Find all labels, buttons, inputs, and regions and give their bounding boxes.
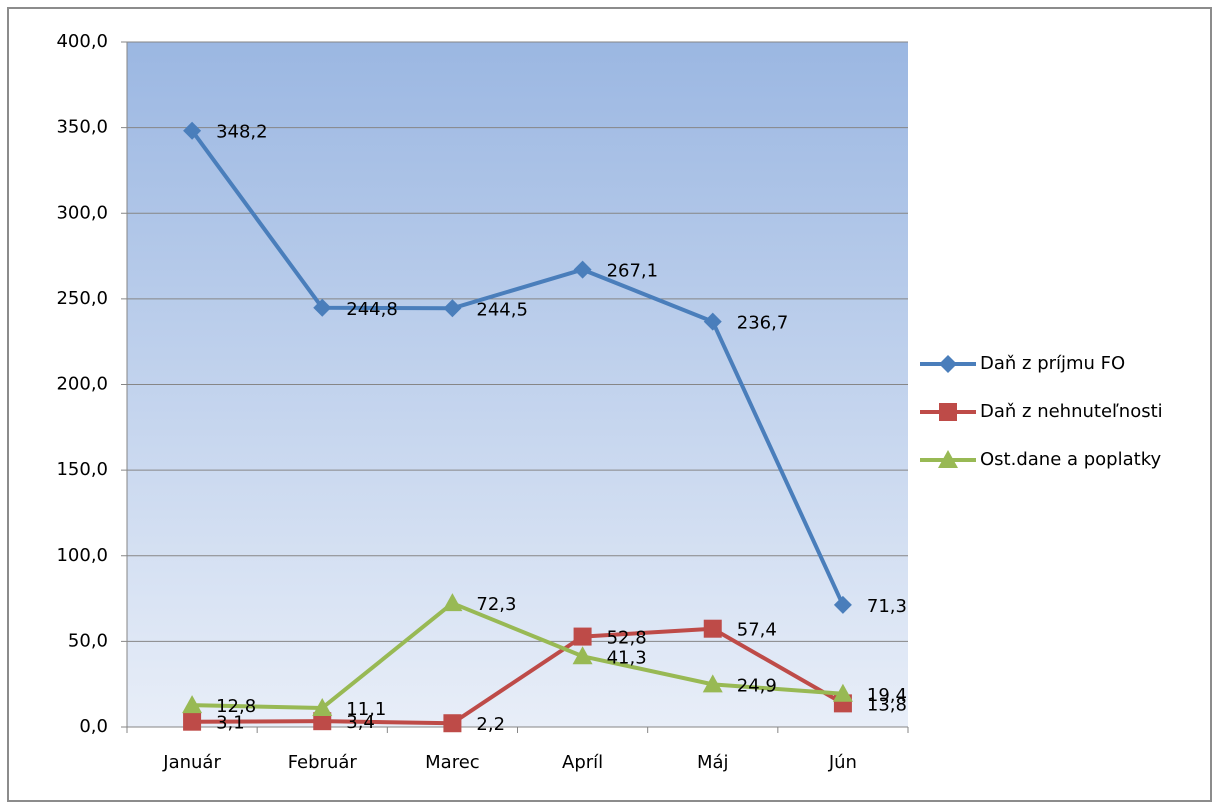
data-label: 71,3 <box>867 596 907 617</box>
point <box>442 593 463 612</box>
x-tick-label: Jún <box>828 752 857 773</box>
point <box>312 697 333 716</box>
point <box>702 674 723 693</box>
y-tick-label: 350,0 <box>56 117 108 138</box>
y-tick-label: 150,0 <box>56 459 108 480</box>
y-tick-label: 250,0 <box>56 288 108 309</box>
point <box>183 121 202 140</box>
y-tick-label: 400,0 <box>56 31 108 52</box>
point <box>443 299 462 318</box>
x-tick-label: Február <box>288 752 358 773</box>
point <box>182 695 203 714</box>
data-label: 236,7 <box>737 313 789 334</box>
legend-label: Daň z nehnuteľnosti <box>980 401 1163 422</box>
data-label: 12,8 <box>216 696 256 717</box>
x-tick-label: Apríl <box>562 752 603 773</box>
point <box>443 714 462 733</box>
data-label: 267,1 <box>607 261 659 282</box>
legend-label: Ost.dane a poplatky <box>980 449 1161 470</box>
data-label: 24,9 <box>737 675 777 696</box>
x-tick-label: Január <box>162 752 221 773</box>
point <box>573 260 592 279</box>
data-label: 244,5 <box>476 299 528 320</box>
y-tick-label: 0,0 <box>79 716 108 737</box>
data-label: 244,8 <box>346 299 398 320</box>
data-label: 3,1 <box>216 713 245 734</box>
data-label: 11,1 <box>346 699 386 720</box>
point <box>833 595 852 614</box>
point <box>939 355 957 373</box>
data-label: 72,3 <box>476 594 516 615</box>
point <box>573 627 592 646</box>
legend-label: Daň z príjmu FO <box>980 353 1125 374</box>
data-label: 57,4 <box>737 620 777 641</box>
x-tick-label: Máj <box>697 752 729 773</box>
point <box>832 683 853 702</box>
point <box>938 450 958 468</box>
data-label: 41,3 <box>607 647 647 668</box>
point <box>183 712 202 731</box>
data-label: 19,4 <box>867 685 907 706</box>
data-label: 13,8 <box>867 694 907 715</box>
point <box>313 298 332 317</box>
y-tick-label: 100,0 <box>56 545 108 566</box>
y-tick-label: 300,0 <box>56 202 108 223</box>
data-label: 3,4 <box>346 712 375 733</box>
data-label: 52,8 <box>607 628 647 649</box>
series-line <box>190 129 845 606</box>
point <box>313 712 332 731</box>
data-label: 348,2 <box>216 122 268 143</box>
point <box>939 403 957 421</box>
point <box>703 619 722 638</box>
y-tick-label: 50,0 <box>68 630 108 651</box>
point <box>572 646 593 665</box>
series-line <box>192 601 844 710</box>
point <box>703 312 722 331</box>
x-tick-label: Marec <box>425 752 480 773</box>
y-tick-label: 200,0 <box>56 374 108 395</box>
series-line <box>192 626 844 726</box>
data-label: 2,2 <box>476 714 505 735</box>
